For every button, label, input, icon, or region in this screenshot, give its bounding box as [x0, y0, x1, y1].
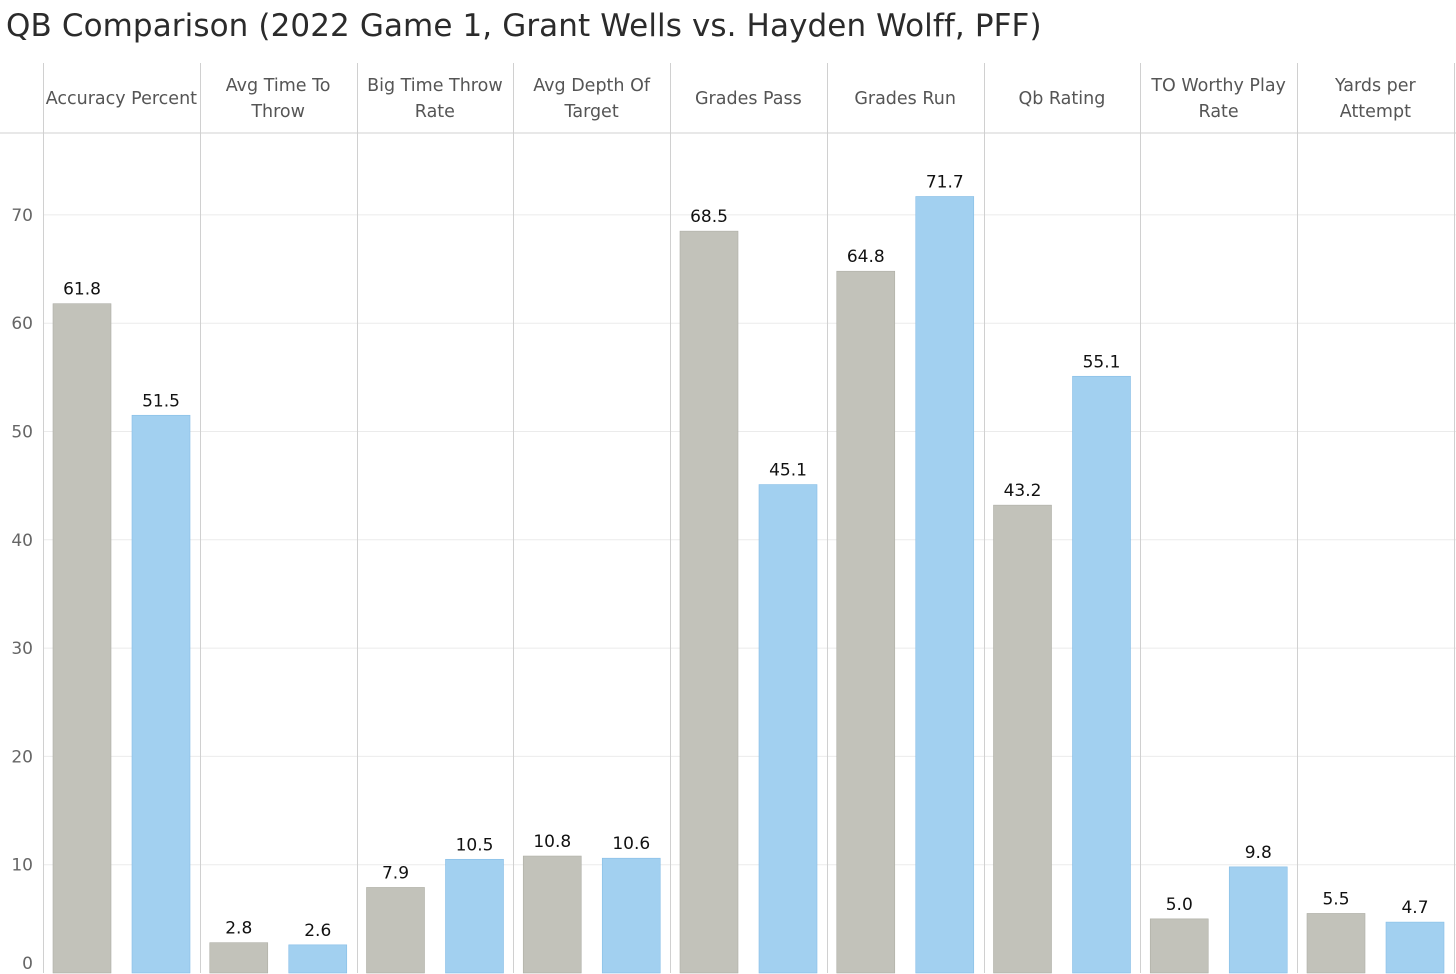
y-axis: 0 10 20 30 40 50 60 70: [11, 206, 33, 974]
data-label: 2.6: [304, 921, 331, 941]
data-labels: 61.8 51.5 2.8 2.6 7.9 10.5 10.8 10.6 68.5 45.1 64.…: [63, 172, 1428, 940]
bar: [993, 504, 1052, 974]
bar: [522, 855, 582, 974]
bar: [679, 230, 739, 974]
data-label: 2.8: [225, 919, 252, 939]
y-tick-label: 30: [11, 639, 33, 659]
data-label: 71.7: [926, 172, 964, 192]
bar: [366, 887, 425, 974]
bar: [1149, 918, 1209, 974]
column-header: Grades Run: [854, 89, 956, 109]
data-label: 10.6: [612, 834, 650, 854]
y-tick-label: 40: [11, 531, 33, 551]
column-header: TO Worthy Play Rate: [1150, 76, 1286, 122]
data-label: 43.2: [1004, 481, 1042, 501]
bar: [836, 270, 896, 974]
data-label: 5.5: [1322, 889, 1349, 909]
column-header: Avg Depth Of Target: [533, 76, 651, 122]
data-label: 7.9: [382, 863, 409, 883]
y-tick-label: 20: [11, 747, 33, 767]
data-label: 10.5: [456, 835, 494, 855]
column-header: Qb Rating: [1018, 89, 1105, 109]
bar: [1228, 866, 1288, 974]
y-tick-label: 70: [11, 206, 33, 226]
data-label: 68.5: [690, 207, 728, 227]
data-label: 45.1: [769, 461, 807, 481]
bar: [209, 942, 269, 974]
y-tick-label: 60: [11, 314, 33, 334]
data-label: 64.8: [847, 247, 885, 267]
data-label: 55.1: [1083, 352, 1121, 372]
column-header: Yards per Attempt: [1334, 76, 1417, 122]
data-label: 9.8: [1245, 843, 1272, 863]
data-label: 4.7: [1401, 898, 1428, 918]
bar: [601, 857, 661, 974]
y-tick-label: 0: [22, 954, 33, 974]
bar: [1385, 921, 1445, 974]
data-label: 10.8: [533, 832, 571, 852]
column-header: Avg Time To Throw: [226, 76, 331, 122]
bar: [1072, 375, 1131, 974]
bar: [52, 303, 112, 974]
y-tick-label: 10: [11, 856, 33, 876]
chart-title: QB Comparison (2022 Game 1, Grant Wells …: [6, 8, 1042, 44]
data-label: 61.8: [63, 280, 101, 300]
bar: [288, 944, 348, 974]
bars: [52, 196, 1445, 974]
bar: [758, 484, 818, 974]
y-tick-label: 50: [11, 423, 33, 443]
bar: [445, 858, 504, 974]
column-headers: Accuracy Percent Avg Time To Throw Big Time…: [46, 76, 1417, 122]
data-label: 51.5: [142, 391, 180, 411]
column-header: Grades Pass: [695, 89, 802, 109]
bar: [915, 196, 975, 974]
column-header: Accuracy Percent: [46, 89, 197, 109]
grid-layer: [0, 63, 1456, 973]
bar: [131, 414, 191, 974]
column-header: Big Time Throw Rate: [367, 76, 503, 122]
data-label: 5.0: [1166, 895, 1193, 915]
bar: [1306, 913, 1366, 974]
